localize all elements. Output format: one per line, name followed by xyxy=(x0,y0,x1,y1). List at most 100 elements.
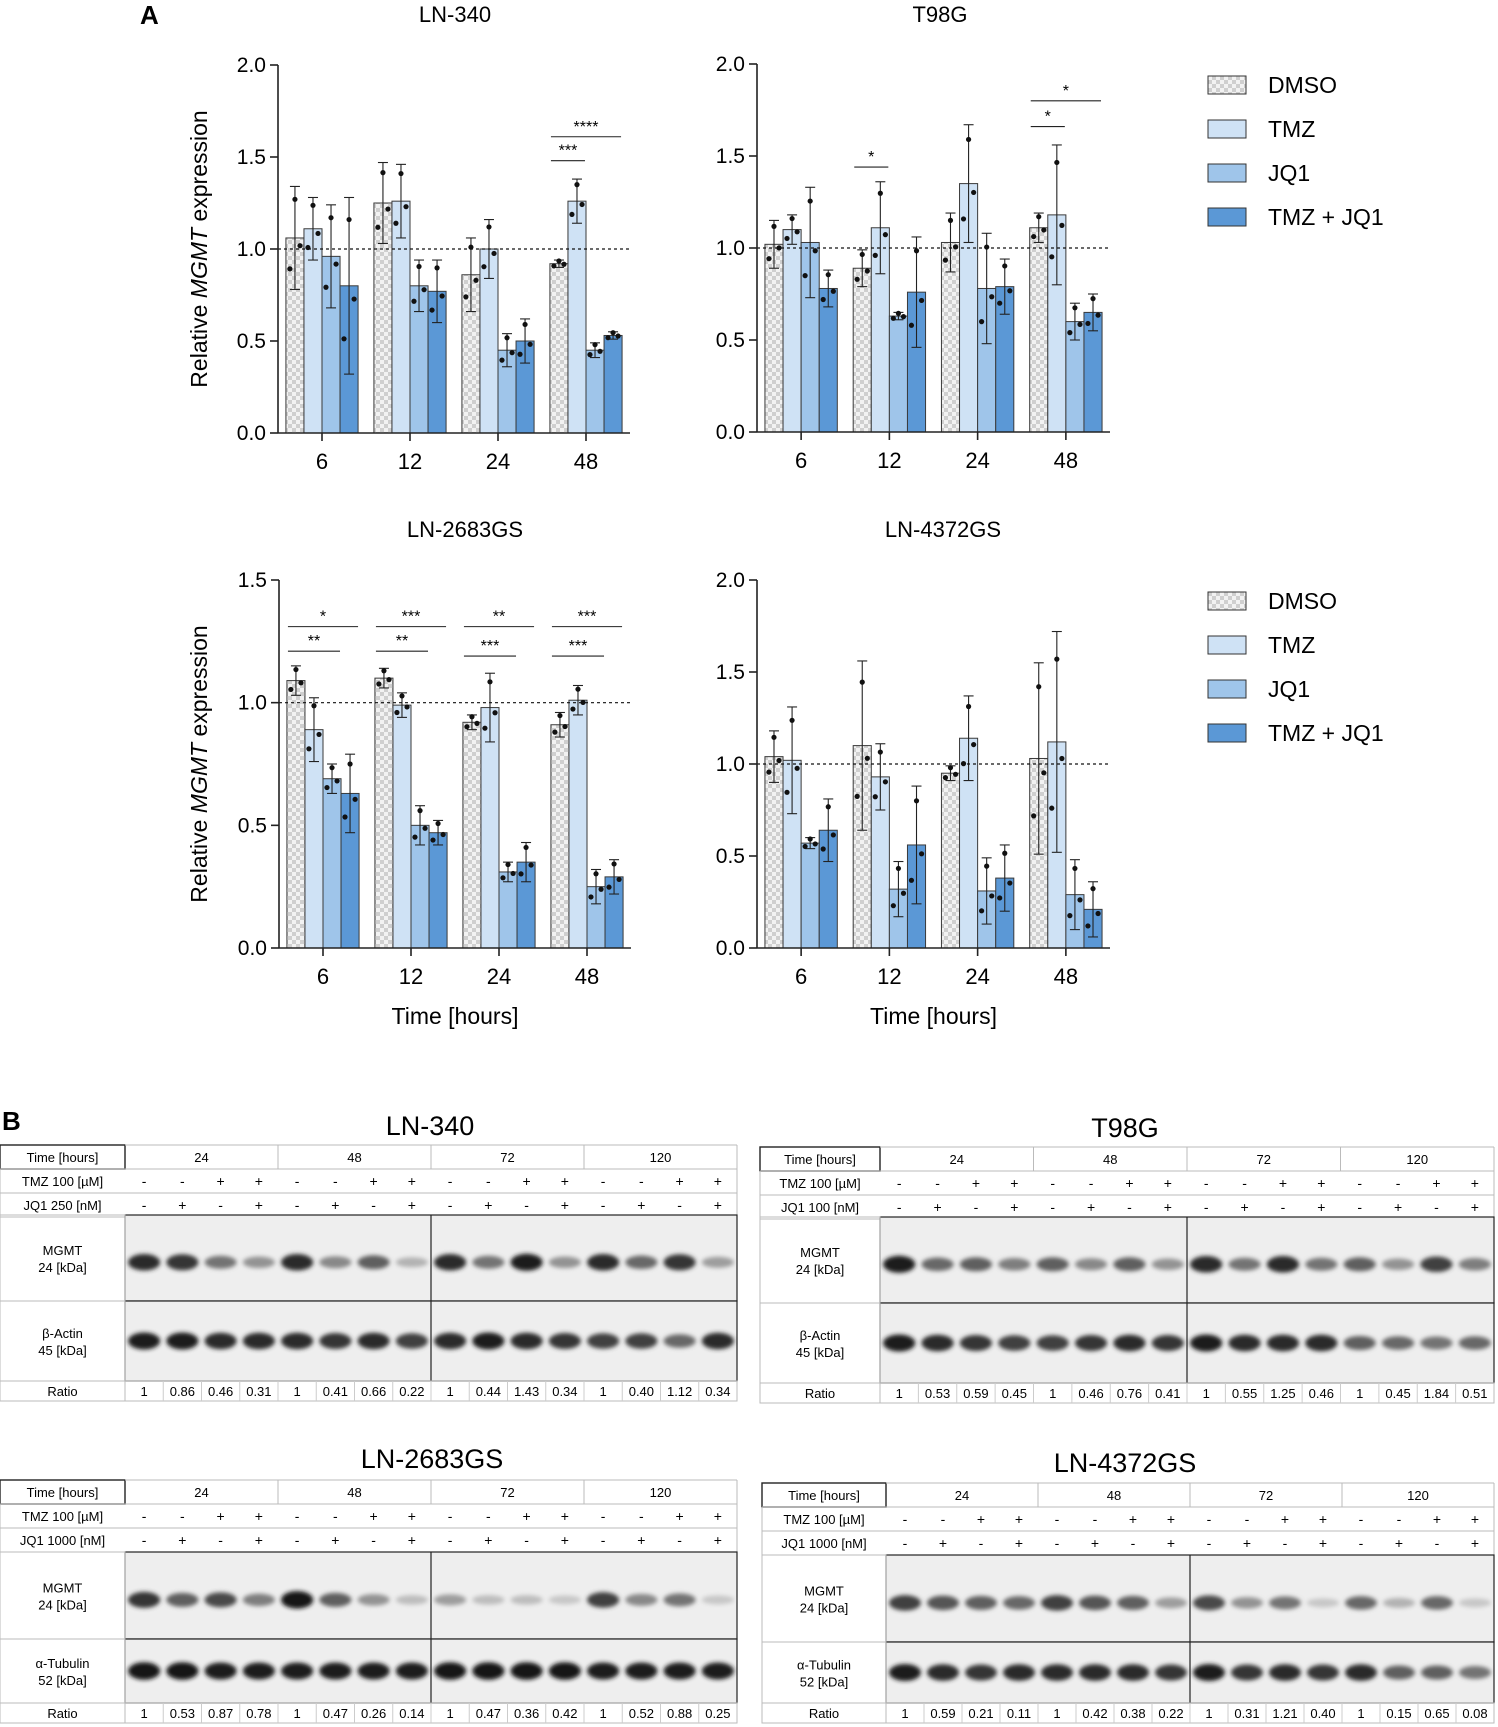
ratio-value: 1 xyxy=(1356,1386,1363,1401)
jq1-sign: - xyxy=(524,1532,529,1548)
band xyxy=(395,1333,428,1349)
y-tick-label: 1.0 xyxy=(237,238,266,261)
jq1-sign: - xyxy=(448,1532,453,1548)
data-point xyxy=(830,832,836,838)
data-point xyxy=(997,300,1003,306)
tmz-sign: + xyxy=(370,1508,378,1524)
ratio-value: 1 xyxy=(600,1706,607,1721)
band xyxy=(701,1662,734,1680)
band xyxy=(166,1592,199,1607)
band xyxy=(204,1255,237,1269)
band xyxy=(1190,1334,1223,1352)
data-point xyxy=(1031,233,1037,240)
band xyxy=(1420,1256,1453,1273)
data-point xyxy=(1085,923,1091,929)
data-point xyxy=(1095,312,1101,318)
bar xyxy=(550,724,570,949)
band2-protein: α-Tubulin xyxy=(797,1658,851,1673)
band xyxy=(959,1335,993,1351)
bar xyxy=(585,349,605,434)
legend-top: DMSO TMZ JQ1 TMZ + JQ1 xyxy=(1207,72,1384,230)
time-group-label: 120 xyxy=(1406,1152,1428,1167)
y-tick-label: 1.5 xyxy=(716,145,745,168)
jq1-sign: + xyxy=(561,1197,569,1213)
data-point xyxy=(1041,227,1047,233)
data-point xyxy=(965,136,972,143)
data-point xyxy=(380,170,386,176)
data-point xyxy=(913,798,920,804)
band xyxy=(319,1662,352,1680)
data-point xyxy=(474,720,480,726)
data-point xyxy=(292,196,298,202)
jq1-sign: + xyxy=(1243,1535,1251,1551)
y-tick-label: 1.0 xyxy=(716,237,745,260)
tmz-sign: + xyxy=(523,1508,531,1524)
jq1-sign: - xyxy=(295,1197,300,1213)
jq1-sign: + xyxy=(561,1532,569,1548)
band xyxy=(1459,1598,1491,1608)
band xyxy=(1003,1664,1035,1681)
jq1-sign: + xyxy=(1394,1199,1402,1215)
data-point xyxy=(486,224,492,230)
data-point xyxy=(942,257,949,263)
band xyxy=(663,1334,696,1348)
band xyxy=(1079,1664,1111,1681)
bar xyxy=(498,871,518,949)
band xyxy=(510,1332,543,1350)
band xyxy=(701,1256,734,1268)
data-point xyxy=(989,893,995,899)
tmz-sign: - xyxy=(897,1175,902,1191)
band xyxy=(1343,1257,1376,1272)
blot-ln2683gs: LN-2683GS Time [hours] 24 48 72 120 TMZ 100 [µ… xyxy=(0,1444,738,1724)
ratio-value: 0.53 xyxy=(925,1386,950,1401)
data-point xyxy=(812,841,818,847)
ratio-value: 0.34 xyxy=(552,1384,577,1399)
data-point xyxy=(575,686,581,692)
jq1-sign: + xyxy=(714,1197,722,1213)
y-tick-label: 2.0 xyxy=(716,569,745,592)
data-point xyxy=(334,778,340,784)
tmz-sign: - xyxy=(1242,1175,1247,1191)
bar xyxy=(888,315,908,433)
data-point xyxy=(1036,214,1042,220)
legend-swatch xyxy=(1207,679,1247,699)
x-tick-label: 6 xyxy=(795,964,807,989)
band xyxy=(1266,1256,1300,1273)
bar xyxy=(852,267,872,433)
time-group-label: 48 xyxy=(1107,1488,1121,1503)
ratio-value: 1.25 xyxy=(1270,1386,1295,1401)
data-point xyxy=(522,321,528,328)
tmz-row-label: TMZ 100 [µM] xyxy=(22,1509,103,1524)
tmz-sign: + xyxy=(1432,1175,1440,1191)
band xyxy=(1266,1334,1300,1352)
data-point xyxy=(1072,865,1078,872)
x-tick-label: 48 xyxy=(575,964,599,989)
band xyxy=(663,1593,696,1607)
data-point xyxy=(830,288,836,294)
legend-label: DMSO xyxy=(1268,72,1337,98)
ratio-value: 0.31 xyxy=(246,1384,271,1399)
tmz-sign: + xyxy=(217,1173,225,1189)
x-tick-label: 24 xyxy=(486,449,510,474)
band1-size: 24 [kDa] xyxy=(800,1601,848,1616)
data-point xyxy=(351,296,357,302)
x-tick-label: 12 xyxy=(877,448,901,473)
band xyxy=(472,1662,505,1680)
data-point xyxy=(411,298,417,304)
chart-ln340: LN-340 0.0 0.5 1.0 1.5 2.0 6 12 24 48 Relative MGM… xyxy=(186,2,630,474)
ratio-value: 0.45 xyxy=(1385,1386,1410,1401)
data-point xyxy=(381,668,387,674)
data-point xyxy=(551,263,557,269)
tmz-sign: - xyxy=(180,1508,185,1524)
data-point xyxy=(491,250,497,257)
jq1-sign: - xyxy=(218,1532,223,1548)
tmz-sign: + xyxy=(1281,1511,1289,1527)
data-point xyxy=(598,886,604,892)
y-axis-label-suffix: expression xyxy=(186,625,212,743)
time-group-label: 24 xyxy=(194,1485,208,1500)
x-tick-label: 48 xyxy=(574,449,598,474)
blot-title: T98G xyxy=(1091,1113,1159,1143)
band xyxy=(701,1595,734,1605)
jq1-sign: + xyxy=(637,1532,645,1548)
y-tick-label: 0.0 xyxy=(238,937,267,960)
